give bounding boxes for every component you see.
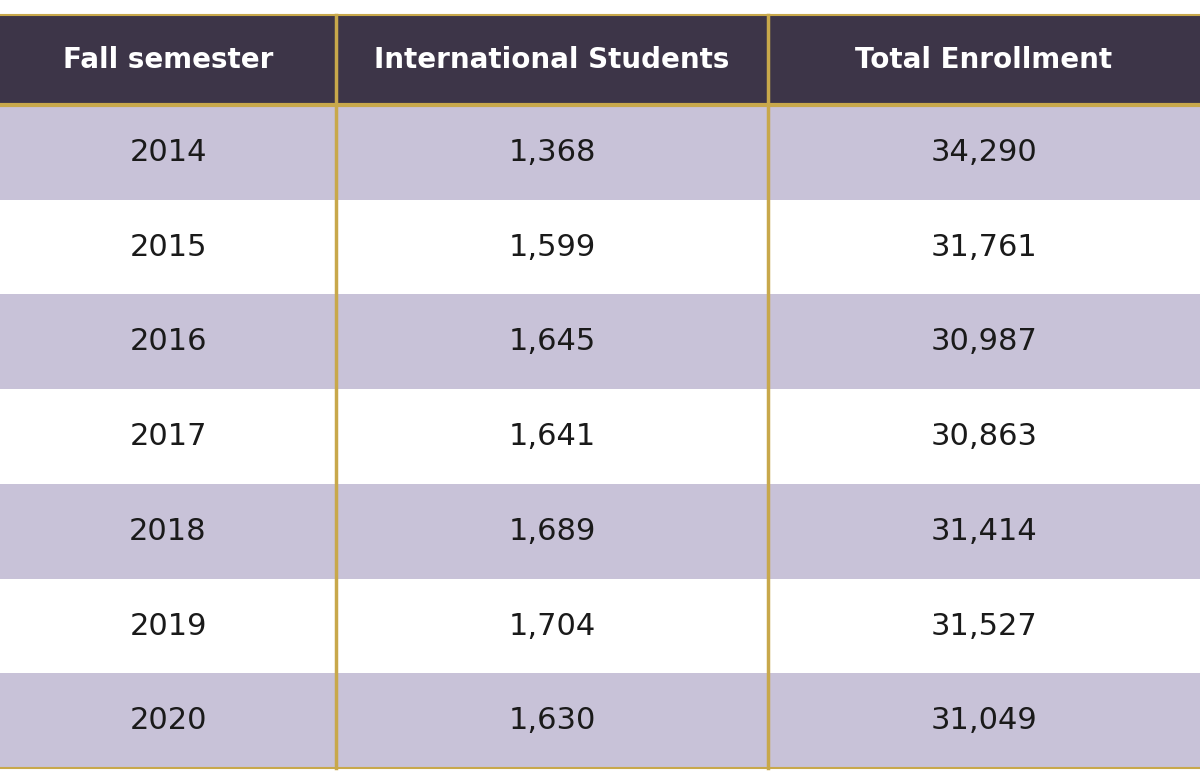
- Text: 31,527: 31,527: [931, 612, 1037, 640]
- Text: 34,290: 34,290: [931, 138, 1037, 167]
- Text: 2014: 2014: [130, 138, 206, 167]
- Bar: [0, 15, 336, 105]
- Bar: [0, 579, 336, 673]
- Bar: [336, 15, 768, 105]
- Bar: [336, 105, 768, 200]
- Bar: [768, 579, 1200, 673]
- Text: 31,761: 31,761: [931, 233, 1037, 262]
- Text: 1,599: 1,599: [509, 233, 595, 262]
- Bar: [768, 673, 1200, 768]
- Bar: [768, 484, 1200, 579]
- Text: 1,704: 1,704: [509, 612, 595, 640]
- Text: 31,049: 31,049: [931, 706, 1037, 735]
- Bar: [768, 15, 1200, 105]
- Text: Fall semester: Fall semester: [62, 46, 274, 74]
- Text: 2015: 2015: [130, 233, 206, 262]
- Bar: [0, 105, 336, 200]
- Text: 2020: 2020: [130, 706, 206, 735]
- Bar: [336, 200, 768, 294]
- Bar: [0, 294, 336, 389]
- Bar: [336, 579, 768, 673]
- Text: 2017: 2017: [130, 422, 206, 451]
- Text: 30,863: 30,863: [930, 422, 1038, 451]
- Text: 1,630: 1,630: [509, 706, 595, 735]
- Text: 1,689: 1,689: [509, 517, 595, 546]
- Text: 30,987: 30,987: [930, 327, 1038, 356]
- Text: Total Enrollment: Total Enrollment: [856, 46, 1112, 74]
- Bar: [336, 484, 768, 579]
- Bar: [0, 484, 336, 579]
- Bar: [0, 200, 336, 294]
- Bar: [768, 200, 1200, 294]
- Bar: [336, 294, 768, 389]
- Bar: [768, 294, 1200, 389]
- Bar: [768, 105, 1200, 200]
- Text: 2018: 2018: [130, 517, 206, 546]
- Text: 2016: 2016: [130, 327, 206, 356]
- Text: 1,645: 1,645: [509, 327, 595, 356]
- Text: 31,414: 31,414: [931, 517, 1037, 546]
- Bar: [0, 389, 336, 484]
- Bar: [336, 673, 768, 768]
- Bar: [0, 673, 336, 768]
- Bar: [336, 389, 768, 484]
- Text: 2019: 2019: [130, 612, 206, 640]
- Text: International Students: International Students: [374, 46, 730, 74]
- Text: 1,368: 1,368: [509, 138, 595, 167]
- Text: 1,641: 1,641: [509, 422, 595, 451]
- Bar: [768, 389, 1200, 484]
